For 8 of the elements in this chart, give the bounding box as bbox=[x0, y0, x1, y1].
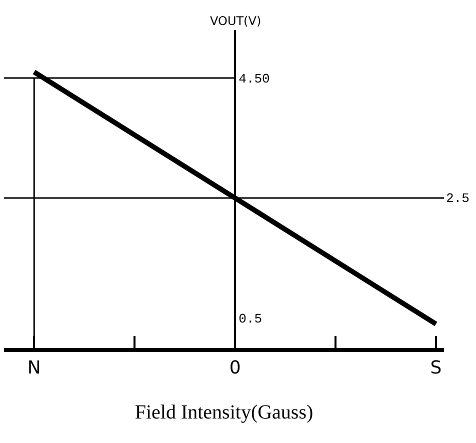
y-tick-label: 0.5 bbox=[238, 312, 262, 327]
x-tick-label: N bbox=[27, 358, 41, 379]
x-tick-label: 0 bbox=[229, 358, 241, 379]
x-axis-title: Field Intensity(Gauss) bbox=[134, 402, 314, 424]
y-tick-label: 4.50 bbox=[238, 72, 270, 87]
x-tick-label: S bbox=[430, 358, 442, 379]
y-axis-title: VOUT(V) bbox=[210, 14, 262, 28]
ref-line-label: 2.5 bbox=[446, 191, 470, 206]
